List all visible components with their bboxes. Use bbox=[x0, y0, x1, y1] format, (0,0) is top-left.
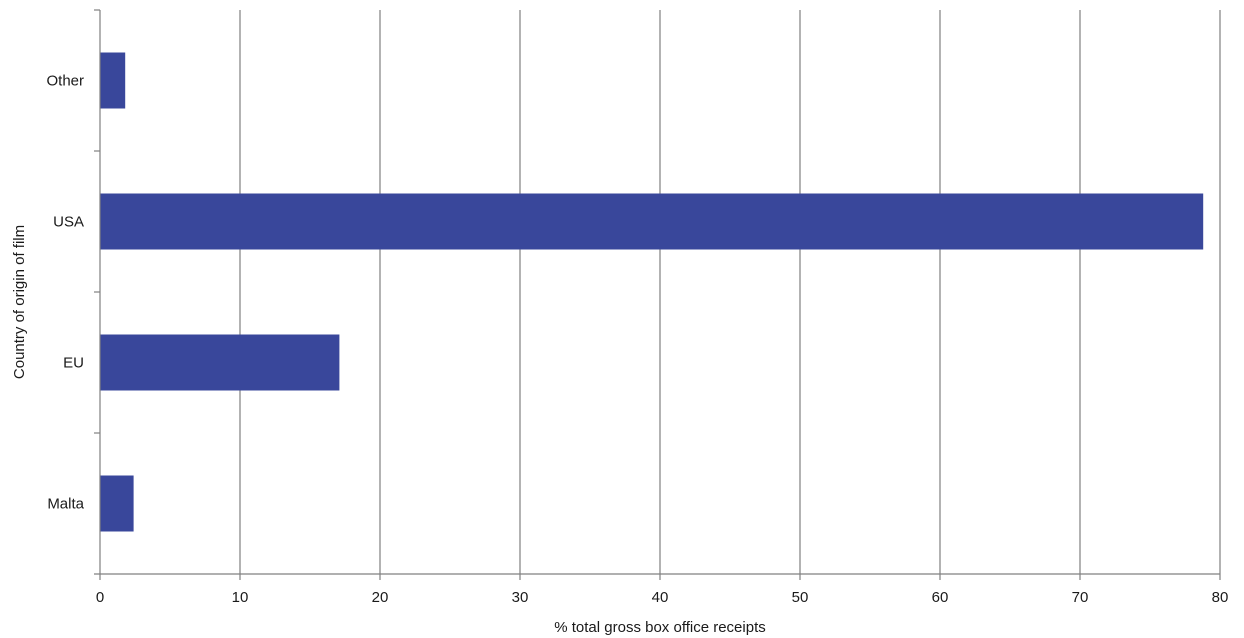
category-label-usa: USA bbox=[53, 214, 84, 231]
bar-usa bbox=[100, 193, 1204, 250]
x-tick-label-80: 80 bbox=[1212, 589, 1229, 606]
bar-malta bbox=[100, 475, 134, 532]
x-tick-label-0: 0 bbox=[96, 589, 104, 606]
category-label-other: Other bbox=[46, 73, 84, 90]
x-tick-label-30: 30 bbox=[512, 589, 529, 606]
x-tick-label-20: 20 bbox=[372, 589, 389, 606]
x-tick-label-70: 70 bbox=[1072, 589, 1089, 606]
axes bbox=[94, 9, 1221, 580]
x-tick-label-60: 60 bbox=[932, 589, 949, 606]
y-axis-title: Country of origin of film bbox=[11, 225, 28, 379]
x-tick-labels: 0 10 20 30 40 50 60 70 80 bbox=[96, 589, 1229, 606]
bars bbox=[100, 52, 1204, 532]
category-label-eu: EU bbox=[63, 355, 84, 372]
category-labels: Malta EU USA Other bbox=[46, 73, 84, 513]
bar-other bbox=[100, 52, 126, 109]
category-label-malta: Malta bbox=[47, 496, 84, 513]
x-tick-label-40: 40 bbox=[652, 589, 669, 606]
gridlines bbox=[239, 10, 1221, 574]
x-tick-label-50: 50 bbox=[792, 589, 809, 606]
x-tick-label-10: 10 bbox=[232, 589, 249, 606]
x-axis-title: % total gross box office receipts bbox=[554, 619, 766, 636]
bar-eu bbox=[100, 334, 340, 391]
